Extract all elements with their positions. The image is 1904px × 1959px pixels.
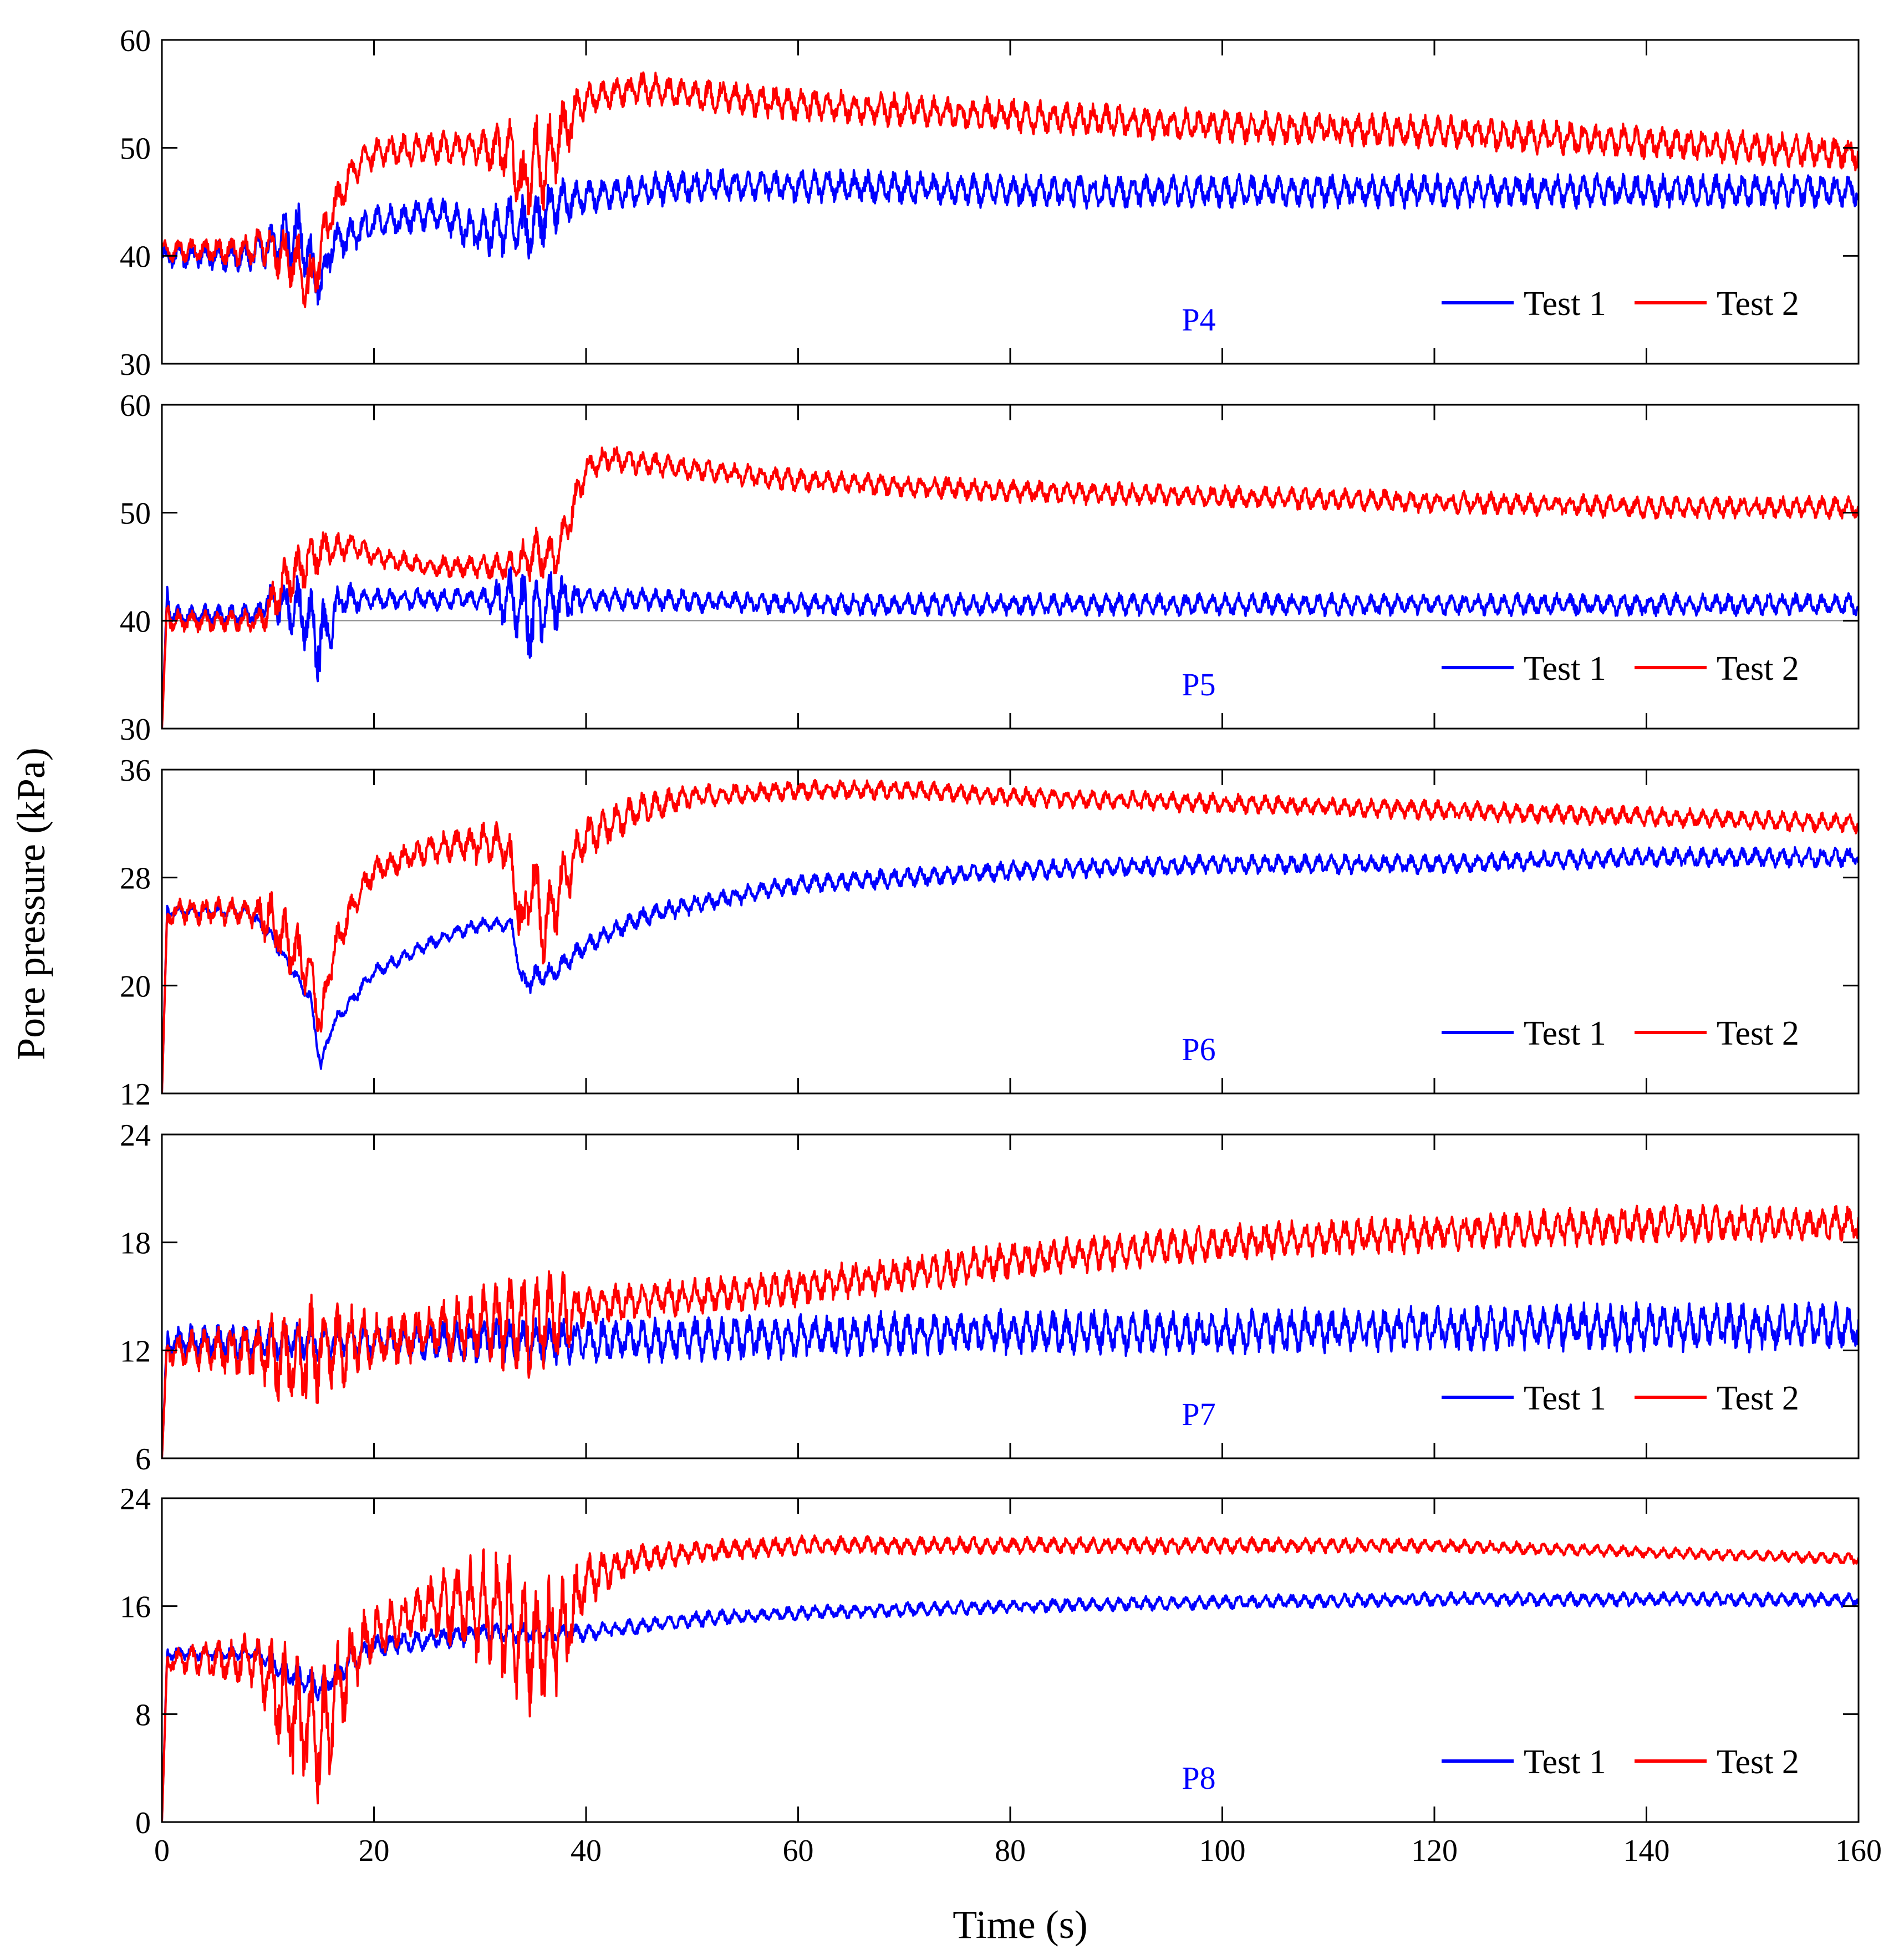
p7-legend-test1-label: Test 1 <box>1524 1380 1606 1417</box>
p5-legend: Test 1 Test 2 <box>1442 650 1799 688</box>
p8-series-test2-line <box>162 1534 1859 1822</box>
p8-y-tick-label: 8 <box>135 1698 151 1732</box>
p4-series-test1-line <box>162 168 1859 306</box>
p5-panel-label: P5 <box>1182 666 1215 703</box>
p4-y-tick-label: 40 <box>120 240 151 274</box>
p8-x-tick-label: 20 <box>359 1834 390 1868</box>
p4-legend-test2-label: Test 2 <box>1717 285 1799 323</box>
p8-y-tick-label: 24 <box>120 1482 151 1517</box>
x-axis-title: Time (s) <box>953 1902 1087 1947</box>
p8-x-tick-label: 140 <box>1623 1834 1670 1868</box>
p4-legend-test1-label: Test 1 <box>1524 285 1606 323</box>
p7-legend-test2-label: Test 2 <box>1717 1380 1799 1417</box>
p8-x-tick-label: 40 <box>571 1834 602 1868</box>
p7-legend: Test 1 Test 2 <box>1442 1380 1799 1417</box>
p5-series-test1-line <box>162 566 1859 729</box>
p7-panel: 6 12 18 24 P7 Test 1 Test 2 <box>120 1118 1860 1477</box>
p6-panel: 12 20 28 36 P6 Test 1 Test 2 <box>120 754 1860 1112</box>
p6-legend-test2-label: Test 2 <box>1717 1015 1799 1052</box>
p6-legend-test1-label: Test 1 <box>1524 1015 1606 1052</box>
p4-panel-label: P4 <box>1182 302 1215 338</box>
p6-series-test1-line <box>162 846 1859 1093</box>
p7-series-test2-line <box>162 1203 1859 1458</box>
p8-x-tick-label: 80 <box>995 1834 1026 1868</box>
p5-series-test2-line <box>162 446 1859 729</box>
p6-y-tick-label: 12 <box>120 1077 151 1112</box>
p8-x-tick-label: 120 <box>1411 1834 1458 1868</box>
p4-legend: Test 1 Test 2 <box>1442 285 1799 323</box>
p5-panel: 30 40 50 60 P5 Test 1 Test 2 <box>120 389 1860 747</box>
p6-legend: Test 1 Test 2 <box>1442 1015 1799 1052</box>
p8-legend-test1-label: Test 1 <box>1524 1743 1606 1781</box>
p7-panel-label: P7 <box>1182 1396 1215 1432</box>
p7-y-tick-label: 6 <box>135 1442 151 1477</box>
p6-y-tick-label: 20 <box>120 969 151 1004</box>
p4-y-tick-label: 50 <box>120 132 151 166</box>
p6-series-test2-line <box>162 778 1859 1093</box>
p8-series-test1-line <box>162 1591 1859 1822</box>
p4-series-test2-line <box>162 71 1859 308</box>
p8-legend-test2-label: Test 2 <box>1717 1743 1799 1781</box>
p8-legend: Test 1 Test 2 <box>1442 1743 1799 1781</box>
p4-y-tick-label: 30 <box>120 348 151 382</box>
p5-y-tick-label: 50 <box>120 497 151 531</box>
p8-y-tick-label: 16 <box>120 1590 151 1625</box>
y-axis-title: Pore pressure (kPa) <box>9 747 53 1060</box>
p6-y-tick-label: 36 <box>120 754 151 788</box>
p8-x-tick-label: 100 <box>1199 1834 1246 1868</box>
p7-y-tick-label: 18 <box>120 1227 151 1261</box>
p4-y-tick-label: 60 <box>120 24 151 58</box>
p5-y-tick-label: 30 <box>120 713 151 747</box>
p7-y-tick-label: 12 <box>120 1334 151 1368</box>
p8-y-tick-label: 0 <box>135 1806 151 1840</box>
p5-y-tick-label: 60 <box>120 389 151 423</box>
p8-x-tick-label: 60 <box>783 1834 814 1868</box>
p5-legend-test2-label: Test 2 <box>1717 650 1799 688</box>
p7-y-tick-label: 24 <box>120 1118 151 1153</box>
p5-legend-test1-label: Test 1 <box>1524 650 1606 688</box>
p6-panel-label: P6 <box>1182 1031 1215 1067</box>
p8-x-tick-label: 160 <box>1835 1834 1882 1868</box>
p8-panel-label: P8 <box>1182 1760 1215 1796</box>
p4-panel: 30 40 50 60 P4 Test 1 Test 2 <box>120 24 1860 382</box>
p6-y-tick-label: 28 <box>120 862 151 896</box>
p8-x-tick-label: 0 <box>154 1834 170 1868</box>
p7-series-test1-line <box>162 1301 1859 1458</box>
p5-y-tick-label: 40 <box>120 604 151 639</box>
